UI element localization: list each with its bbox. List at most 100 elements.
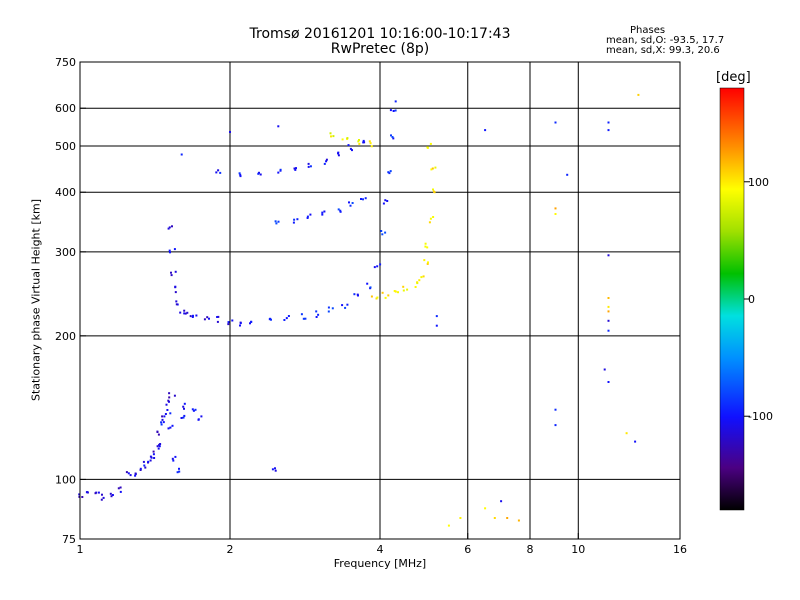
data-point: [149, 459, 152, 462]
data-point: [634, 440, 637, 443]
data-point: [292, 221, 295, 224]
data-point: [144, 466, 147, 469]
data-point: [86, 491, 89, 494]
chart-subtitle: RwPretec (8p): [330, 41, 430, 57]
data-point: [423, 259, 426, 262]
data-point: [295, 167, 297, 170]
data-point: [368, 140, 371, 143]
data-point: [607, 310, 610, 313]
data-point: [325, 158, 328, 161]
data-point: [168, 392, 171, 395]
data-point: [348, 201, 350, 204]
data-point: [394, 100, 397, 103]
data-point: [384, 296, 387, 299]
data-point: [183, 407, 185, 410]
data-point: [331, 307, 334, 310]
data-point: [554, 408, 557, 411]
data-point: [387, 294, 390, 297]
data-point: [327, 310, 330, 313]
data-point: [484, 507, 487, 510]
data-point: [341, 138, 344, 141]
data-point: [163, 415, 166, 418]
data-point: [379, 263, 382, 266]
data-point: [422, 275, 425, 278]
data-point: [179, 311, 182, 314]
data-point: [161, 415, 164, 418]
data-point: [168, 249, 171, 252]
data-point: [250, 320, 253, 323]
data-point: [384, 231, 387, 234]
data-point: [175, 303, 178, 306]
data-point: [194, 408, 197, 411]
data-point: [139, 469, 142, 471]
data-point: [517, 519, 520, 522]
data-point: [321, 213, 324, 216]
data-point: [174, 270, 177, 273]
data-point: [97, 491, 100, 494]
x-tick-label: 10: [571, 543, 585, 556]
data-point: [277, 171, 280, 174]
data-point: [127, 472, 130, 475]
data-point: [370, 295, 373, 298]
data-point: [381, 233, 384, 236]
data-point: [215, 171, 218, 174]
data-point: [554, 121, 557, 124]
data-point: [184, 312, 187, 315]
data-point: [81, 496, 84, 498]
data-point: [239, 175, 242, 178]
data-point: [259, 173, 262, 176]
data-point: [158, 443, 161, 446]
data-point: [358, 142, 361, 145]
data-point: [134, 474, 137, 477]
data-point: [364, 197, 367, 200]
data-point: [392, 137, 395, 140]
data-point: [171, 424, 174, 427]
data-point: [275, 222, 278, 225]
data-point: [349, 204, 352, 207]
data-point: [239, 322, 242, 325]
data-point: [189, 315, 192, 318]
data-point: [160, 421, 163, 424]
y-tick-label: 750: [55, 56, 76, 69]
data-point: [165, 403, 168, 406]
data-point: [402, 289, 405, 292]
data-point: [257, 172, 260, 175]
data-point: [274, 220, 277, 223]
data-point: [111, 494, 114, 496]
y-tick-label: 600: [55, 102, 76, 115]
data-point: [186, 311, 189, 314]
data-point: [317, 313, 320, 316]
data-point: [192, 314, 194, 317]
data-point: [294, 168, 297, 171]
x-tick-label: 1: [77, 543, 84, 556]
data-point: [157, 447, 160, 450]
data-point: [134, 472, 137, 475]
data-point: [339, 209, 342, 212]
data-point: [153, 457, 156, 459]
data-point: [435, 315, 438, 318]
data-point: [293, 167, 296, 170]
data-point: [162, 421, 165, 424]
data-point: [178, 467, 180, 470]
data-point: [174, 285, 177, 288]
data-point: [426, 246, 429, 249]
data-point: [293, 218, 296, 221]
data-point: [168, 400, 170, 403]
data-point: [315, 310, 318, 313]
data-point: [304, 317, 307, 320]
data-point: [391, 136, 394, 138]
data-point: [95, 491, 98, 494]
data-point: [200, 415, 203, 418]
data-point: [389, 109, 392, 112]
data-point: [323, 210, 326, 213]
data-point: [434, 166, 437, 169]
x-tick-label: 6: [464, 543, 471, 556]
data-point: [362, 139, 365, 142]
data-point: [227, 321, 230, 324]
data-point: [172, 459, 175, 462]
data-point: [607, 121, 610, 124]
data-point: [279, 168, 282, 171]
data-point: [493, 517, 496, 519]
data-point: [362, 198, 364, 201]
